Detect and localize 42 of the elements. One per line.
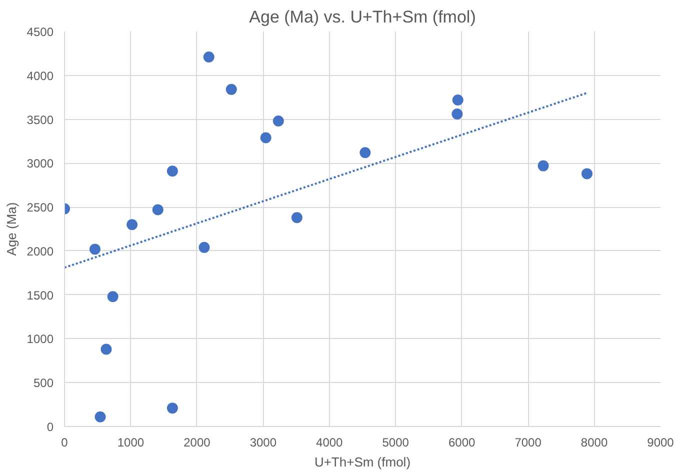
point — [126, 219, 138, 230]
point — [166, 402, 178, 414]
y-tick-label: 4000 — [26, 68, 54, 83]
point — [538, 160, 549, 172]
x-axis-title: U+Th+Sm (fmol) — [314, 454, 411, 470]
x-tick-label: 2000 — [184, 436, 211, 450]
point — [89, 244, 100, 255]
point — [226, 84, 237, 95]
x-tick-label: 0 — [61, 436, 68, 450]
point — [452, 108, 463, 120]
y-tick-label: 1000 — [26, 332, 54, 346]
y-tick-label: 0 — [46, 420, 54, 434]
point — [152, 204, 164, 216]
point — [198, 242, 210, 253]
x-tick-label: 5000 — [382, 436, 410, 450]
point — [260, 132, 272, 144]
point — [452, 94, 464, 106]
y-tick-label: 4500 — [26, 25, 54, 39]
y-tick-label: 500 — [33, 376, 54, 390]
x-tick-label: 3000 — [250, 436, 277, 450]
point — [360, 147, 371, 158]
chart-title: Age (Ma) vs. U+Th+Sm (fmol) — [249, 8, 476, 26]
x-tick-label: 6000 — [448, 436, 476, 450]
point — [100, 344, 112, 355]
y-tick-label: 2500 — [26, 200, 54, 215]
x-tick-label: 9000 — [647, 436, 674, 450]
x-tick-label: 7000 — [514, 436, 542, 450]
y-tick-label: 3500 — [26, 112, 54, 127]
x-tick-label: 8000 — [580, 436, 608, 450]
point — [94, 411, 106, 422]
y-tick-label: 3000 — [26, 156, 54, 171]
point — [166, 166, 178, 177]
y-tick-label: 2000 — [26, 244, 54, 258]
point — [581, 168, 592, 180]
point — [272, 116, 284, 127]
y-tick-label: 1500 — [26, 288, 54, 302]
y-axis-title: Age (Ma) — [4, 202, 19, 256]
x-tick-label: 1000 — [117, 436, 144, 450]
point — [291, 212, 302, 224]
point — [203, 51, 214, 62]
point — [107, 291, 118, 302]
x-tick-label: 4000 — [316, 436, 344, 450]
